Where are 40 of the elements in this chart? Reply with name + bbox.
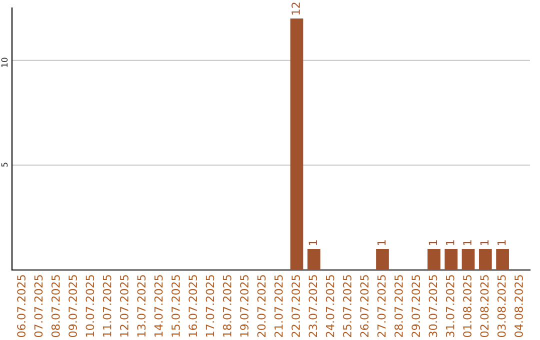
x-tick-label: 22.07.2025: [292, 275, 300, 337]
data-label: 1: [308, 240, 317, 246]
x-tick-label: 26.07.2025: [360, 275, 369, 337]
x-tick-label: 29.07.2025: [412, 275, 420, 337]
data-label: 1: [377, 240, 386, 246]
data-label: 12: [292, 2, 300, 14]
x-tick-label: 13.07.2025: [137, 275, 146, 337]
x-tick-label: 02.08.2025: [480, 275, 489, 338]
x-tick-label: 08.07.2025: [51, 275, 60, 338]
x-tick-label: 23.07.2025: [308, 275, 318, 337]
x-tick-label: 04.08.2025: [514, 275, 523, 338]
x-tick-label: 14.07.2025: [154, 275, 163, 337]
x-tick-label: 25.07.2025: [343, 275, 352, 337]
x-tick-label: 16.07.2025: [188, 275, 198, 337]
x-tick-label: 03.08.2025: [497, 275, 506, 338]
x-tick-label: 06.07.2025: [17, 275, 26, 338]
x-tick-label: 12.07.2025: [120, 275, 128, 337]
x-tick-label: 09.07.2025: [68, 275, 77, 338]
data-label: 1: [498, 240, 506, 246]
x-tick-label: 11.07.2025: [102, 275, 112, 337]
x-tick-label: 19.07.2025: [240, 275, 248, 337]
x-tick-label: 01.08.2025: [463, 275, 472, 338]
x-tick-label: 30.07.2025: [428, 275, 438, 337]
x-tick-label: 07.07.2025: [34, 275, 43, 338]
x-tick-label: 17.07.2025: [206, 275, 214, 337]
data-label: 1: [463, 240, 472, 246]
x-tick-label: 15.07.2025: [171, 275, 180, 337]
data-label: 1: [446, 240, 454, 246]
data-label: 1: [480, 240, 488, 246]
x-tick-label: 20.07.2025: [257, 275, 266, 337]
y-tick-label: 10: [1, 58, 8, 67]
x-tick-label: 28.07.2025: [394, 275, 403, 337]
x-tick-label: 21.07.2025: [274, 275, 283, 337]
x-tick-label: 24.07.2025: [326, 275, 334, 337]
data-label: 1: [428, 240, 438, 246]
x-tick-label: 27.07.2025: [377, 275, 386, 337]
y-tick-label: 5: [1, 162, 8, 167]
x-tick-label: 18.07.2025: [222, 275, 232, 337]
x-tick-label: 10.07.2025: [86, 275, 94, 337]
x-tick-label: 31.07.2025: [446, 275, 454, 337]
